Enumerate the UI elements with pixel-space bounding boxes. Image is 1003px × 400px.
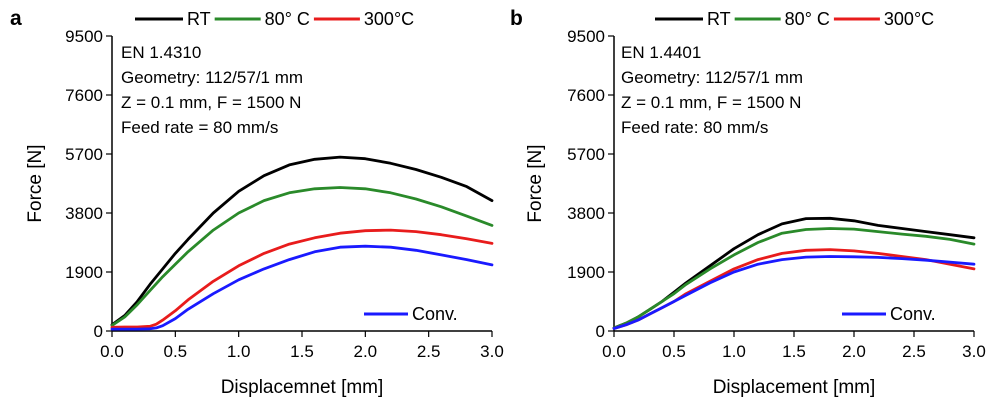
- annotation-line: Feed rate = 80 mm/s: [121, 118, 278, 137]
- legend-label: 80° C: [265, 9, 310, 29]
- legend-label: Conv.: [890, 304, 936, 324]
- x-tick-label: 0.0: [100, 342, 124, 361]
- x-tick-label: 2.5: [417, 342, 441, 361]
- legend-label: 300°C: [884, 9, 934, 29]
- series-line-80c: [612, 227, 976, 330]
- x-axis-label: Displacement [mm]: [713, 377, 876, 398]
- legend-label: RT: [707, 9, 731, 29]
- y-tick-label: 7600: [65, 86, 103, 105]
- x-tick-label: 3.0: [962, 342, 986, 361]
- y-tick-label: 3800: [567, 204, 605, 223]
- x-tick-label: 2.5: [902, 342, 926, 361]
- annotation-line: EN 1.4310: [121, 43, 201, 62]
- y-tick-label: 9500: [567, 27, 605, 46]
- annotation-line: Z = 0.1 mm, F = 1500 N: [121, 93, 301, 112]
- y-axis-label: Force [N]: [525, 144, 546, 222]
- x-axis-label: Displacemnet [mm]: [221, 377, 384, 398]
- panel-label: b: [510, 7, 523, 30]
- legend-label: RT: [187, 9, 211, 29]
- x-tick-label: 0.5: [662, 342, 686, 361]
- y-tick-label: 9500: [65, 27, 103, 46]
- x-tick-label: 1.0: [722, 342, 746, 361]
- annotation-line: Geometry: 112/57/1 mm: [621, 68, 803, 87]
- series-line-rt: [110, 155, 494, 327]
- chart-panel-a: a RT 80° C 300°C 0.0 0.5 1.0 1.5 2.0 2.5 3.0 0 1900 3…: [10, 7, 504, 398]
- panel-label: a: [10, 7, 22, 30]
- annotation-line: EN 1.4401: [621, 43, 701, 62]
- x-tick-label: 2.0: [842, 342, 866, 361]
- annotation-line: Feed rate: 80 mm/s: [621, 118, 768, 137]
- legend-label: 80° C: [785, 9, 830, 29]
- series-line-conv: [110, 244, 494, 331]
- y-tick-label: 5700: [65, 145, 103, 164]
- x-tick-label: 0.5: [164, 342, 188, 361]
- y-tick-label: 5700: [567, 145, 605, 164]
- legend-label: Conv.: [412, 304, 458, 324]
- x-tick-label: 3.0: [480, 342, 504, 361]
- x-tick-label: 1.0: [227, 342, 251, 361]
- series-line-300c: [110, 228, 494, 329]
- series-line-conv: [612, 255, 976, 330]
- y-tick-label: 0: [596, 322, 605, 341]
- y-tick-label: 1900: [65, 263, 103, 282]
- y-tick-label: 7600: [567, 86, 605, 105]
- annotation-line: Geometry: 112/57/1 mm: [121, 68, 303, 87]
- legend-label: 300°C: [364, 9, 414, 29]
- y-tick-label: 3800: [65, 204, 103, 223]
- x-tick-label: 0.0: [602, 342, 626, 361]
- y-axis-label: Force [N]: [25, 144, 46, 222]
- x-tick-label: 1.5: [782, 342, 806, 361]
- y-tick-label: 1900: [567, 263, 605, 282]
- annotation-line: Z = 0.1 mm, F = 1500 N: [621, 93, 801, 112]
- x-tick-label: 2.0: [354, 342, 378, 361]
- x-tick-label: 1.5: [290, 342, 314, 361]
- series-line-80c: [110, 186, 494, 327]
- y-tick-label: 0: [94, 322, 103, 341]
- chart-panel-b: b RT 80° C 300°C 0.0 0.5 1.0 1.5 2.0 2.5 3.0 0 1900 3…: [510, 7, 986, 398]
